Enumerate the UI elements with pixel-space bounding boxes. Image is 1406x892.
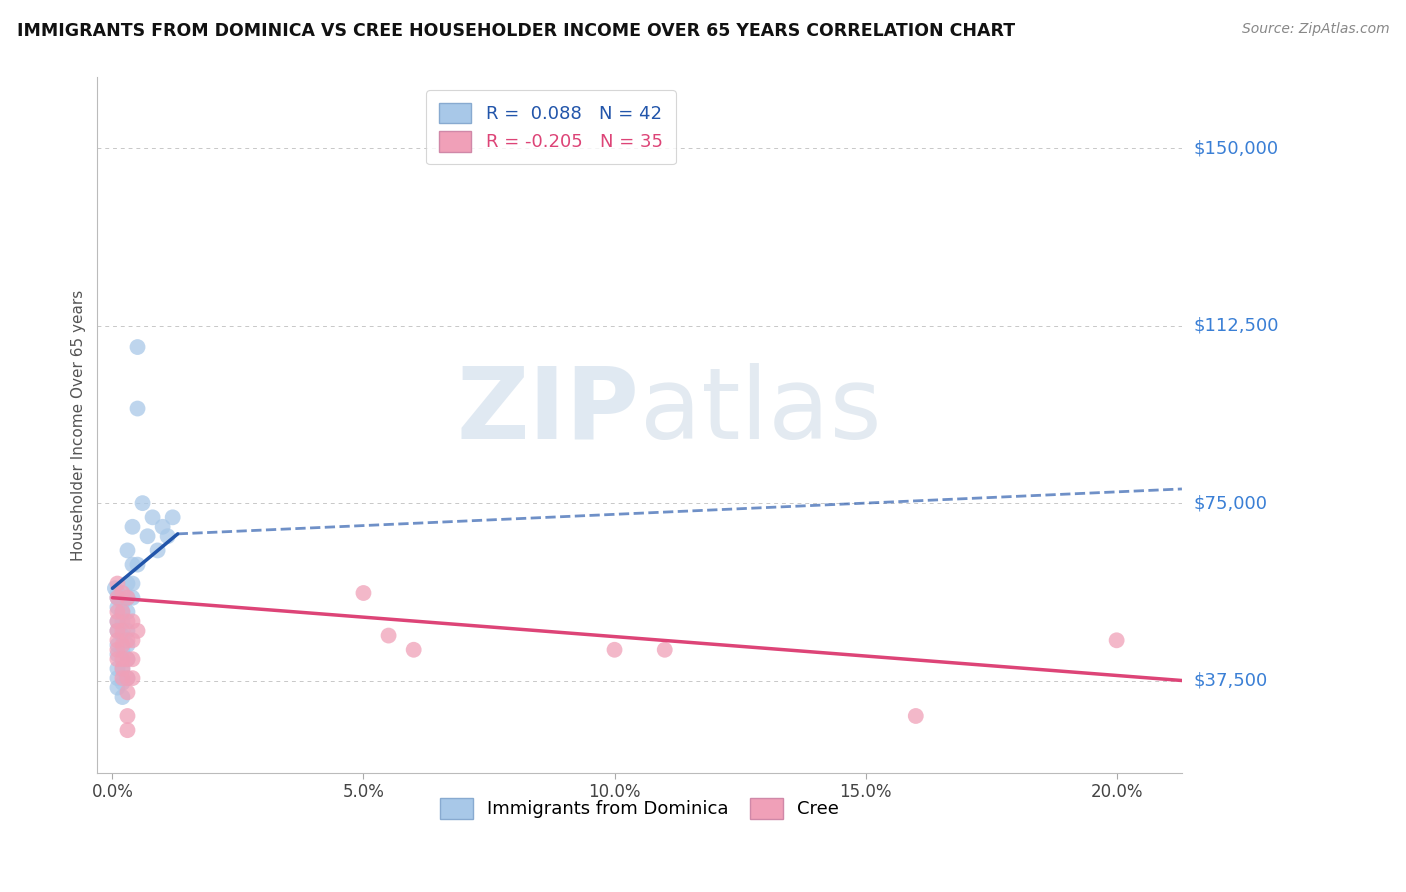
Point: [117, 591, 139, 605]
Point: [136, 529, 159, 543]
Point: [146, 543, 169, 558]
Point: [107, 648, 129, 662]
Point: [117, 685, 139, 699]
Text: $75,000: $75,000: [1194, 494, 1267, 512]
Point: [107, 662, 129, 676]
Legend: Immigrants from Dominica, Cree: Immigrants from Dominica, Cree: [426, 783, 853, 833]
Point: [107, 624, 129, 638]
Text: atlas: atlas: [640, 363, 882, 459]
Text: IMMIGRANTS FROM DOMINICA VS CREE HOUSEHOLDER INCOME OVER 65 YEARS CORRELATION CH: IMMIGRANTS FROM DOMINICA VS CREE HOUSEHO…: [17, 22, 1015, 40]
Point: [121, 633, 143, 648]
Point: [117, 671, 139, 685]
Point: [131, 496, 153, 510]
Point: [117, 709, 139, 723]
Point: [107, 600, 129, 615]
Point: [107, 638, 129, 652]
Point: [121, 615, 143, 629]
Point: [353, 586, 375, 600]
Point: [111, 605, 134, 619]
Point: [107, 586, 129, 600]
Text: $112,500: $112,500: [1194, 317, 1278, 334]
Point: [127, 340, 149, 354]
Point: [121, 576, 143, 591]
Point: [142, 510, 165, 524]
Point: [121, 558, 143, 572]
Point: [603, 642, 626, 657]
Point: [111, 662, 134, 676]
Point: [121, 652, 143, 666]
Point: [107, 576, 129, 591]
Point: [107, 591, 129, 605]
Point: [117, 615, 139, 629]
Point: [402, 642, 425, 657]
Point: [111, 642, 134, 657]
Point: [127, 624, 149, 638]
Point: [107, 624, 129, 638]
Point: [107, 615, 129, 629]
Text: ZIP: ZIP: [457, 363, 640, 459]
Point: [117, 652, 139, 666]
Point: [111, 629, 134, 643]
Point: [107, 615, 129, 629]
Point: [111, 624, 134, 638]
Point: [121, 520, 143, 534]
Point: [127, 558, 149, 572]
Point: [107, 605, 129, 619]
Point: [117, 652, 139, 666]
Point: [104, 582, 127, 596]
Point: [111, 638, 134, 652]
Point: [121, 591, 143, 605]
Point: [117, 671, 139, 685]
Point: [111, 595, 134, 609]
Point: [117, 576, 139, 591]
Point: [107, 681, 129, 695]
Point: [117, 624, 139, 638]
Point: [1105, 633, 1128, 648]
Point: [117, 605, 139, 619]
Point: [107, 642, 129, 657]
Y-axis label: Householder Income Over 65 years: Householder Income Over 65 years: [72, 290, 86, 561]
Point: [117, 591, 139, 605]
Text: $150,000: $150,000: [1194, 139, 1278, 157]
Point: [117, 633, 139, 648]
Point: [111, 615, 134, 629]
Point: [377, 629, 399, 643]
Point: [107, 671, 129, 685]
Point: [111, 605, 134, 619]
Point: [107, 652, 129, 666]
Point: [156, 529, 179, 543]
Point: [111, 652, 134, 666]
Point: [108, 591, 131, 605]
Point: [107, 633, 129, 648]
Point: [111, 690, 134, 704]
Point: [111, 671, 134, 685]
Point: [111, 662, 134, 676]
Point: [117, 543, 139, 558]
Point: [117, 638, 139, 652]
Point: [127, 401, 149, 416]
Point: [152, 520, 174, 534]
Point: [121, 671, 143, 685]
Point: [654, 642, 676, 657]
Point: [111, 676, 134, 690]
Point: [111, 586, 134, 600]
Point: [162, 510, 184, 524]
Point: [117, 723, 139, 738]
Text: Source: ZipAtlas.com: Source: ZipAtlas.com: [1241, 22, 1389, 37]
Point: [107, 591, 129, 605]
Text: $37,500: $37,500: [1194, 672, 1267, 690]
Point: [904, 709, 927, 723]
